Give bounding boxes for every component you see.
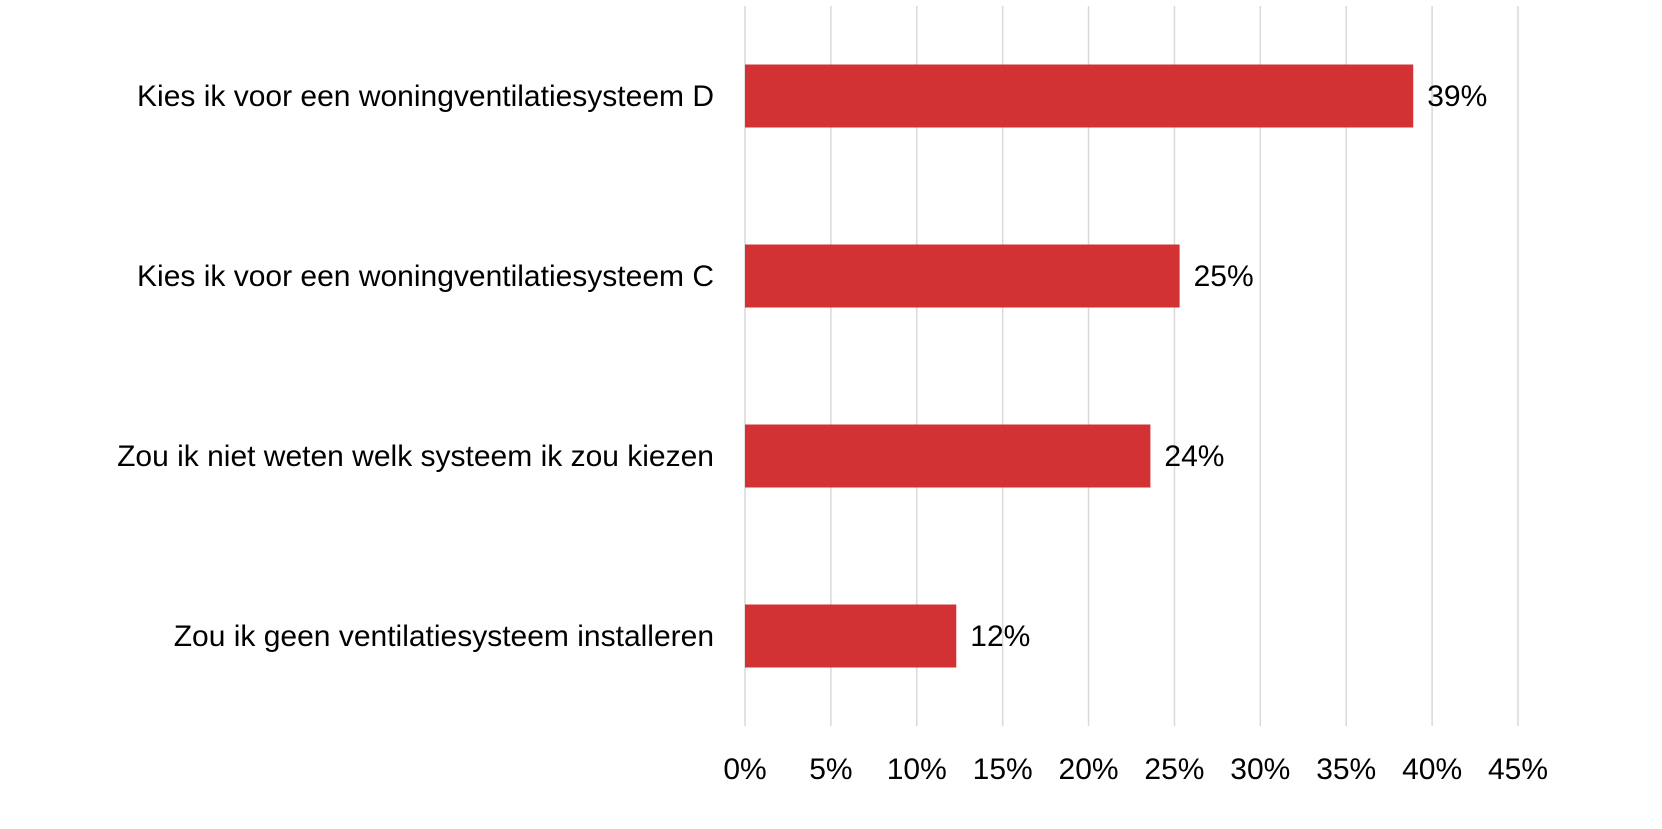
x-tick-label: 45%: [1488, 753, 1548, 786]
y-tick-label: Kies ik voor een woningventilatiesysteem…: [137, 260, 714, 293]
value-label: 39%: [1427, 80, 1487, 113]
x-tick-label: 25%: [1144, 753, 1204, 786]
y-tick-label: Kies ik voor een woningventilatiesysteem…: [137, 80, 714, 113]
x-tick-label: 35%: [1316, 753, 1376, 786]
value-label: 24%: [1164, 440, 1224, 473]
value-label: 25%: [1194, 260, 1254, 293]
x-tick-label: 10%: [887, 753, 947, 786]
y-tick-label: Zou ik niet weten welk systeem ik zou ki…: [117, 440, 714, 473]
value-label: 12%: [970, 620, 1030, 653]
x-tick-label: 0%: [723, 753, 766, 786]
bar: [745, 244, 1180, 308]
bar: [745, 64, 1414, 128]
x-tick-label: 20%: [1059, 753, 1119, 786]
x-tick-label: 15%: [973, 753, 1033, 786]
bar: [745, 424, 1151, 488]
x-tick-label: 5%: [809, 753, 852, 786]
x-tick-label: 30%: [1230, 753, 1290, 786]
y-tick-label: Zou ik geen ventilatiesysteem installere…: [174, 620, 714, 653]
bar: [745, 604, 957, 668]
x-tick-label: 40%: [1402, 753, 1462, 786]
